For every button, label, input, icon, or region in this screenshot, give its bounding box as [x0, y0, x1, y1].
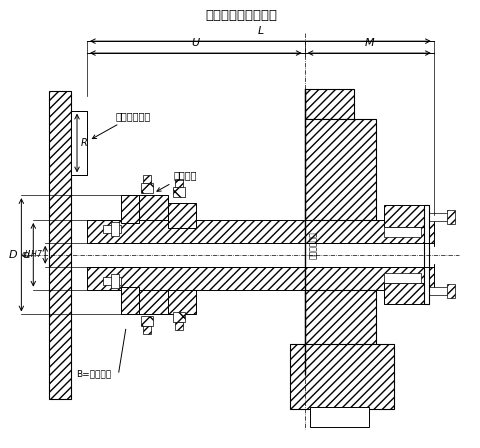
Bar [304, 243, 375, 267]
Bar [384, 227, 420, 237]
Bar [138, 195, 168, 220]
Bar [140, 183, 152, 193]
Bar [140, 316, 152, 326]
Bar [120, 195, 138, 223]
Bar [304, 119, 375, 220]
Text: $d_w$H7: $d_w$H7 [21, 249, 43, 261]
Bar [87, 267, 304, 289]
Text: D: D [9, 250, 17, 260]
Text: U: U [192, 38, 199, 48]
Bar [87, 243, 433, 267]
Bar [304, 89, 354, 119]
Bar [173, 312, 185, 323]
Bar [142, 326, 150, 334]
Text: 扭力扳手空间: 扭力扳手空间 [92, 111, 151, 138]
Bar [304, 289, 375, 369]
Bar [384, 283, 428, 305]
Bar [103, 225, 120, 233]
Bar [87, 220, 304, 243]
Bar [138, 289, 168, 314]
Bar [173, 187, 185, 197]
Bar [423, 205, 428, 305]
Bar [304, 264, 433, 289]
Bar [446, 210, 454, 224]
Text: B=张力螺钉: B=张力螺钉 [76, 370, 111, 379]
Bar [49, 91, 71, 399]
Bar [384, 273, 420, 283]
Text: 胀盘联接: 胀盘联接 [156, 170, 197, 191]
Text: M: M [364, 38, 373, 48]
Text: 减速器中心线: 减速器中心线 [308, 231, 317, 259]
Bar [110, 274, 119, 288]
Bar [71, 111, 87, 175]
Bar [289, 344, 393, 409]
Text: L: L [257, 26, 263, 36]
Text: 空心轴套及胀盘尺寸: 空心轴套及胀盘尺寸 [204, 9, 276, 22]
Bar [175, 323, 183, 330]
Bar [168, 289, 196, 314]
Bar [309, 407, 369, 427]
Bar [384, 205, 428, 227]
Bar [110, 222, 119, 236]
Text: d: d [22, 250, 29, 260]
Bar [175, 179, 183, 187]
Bar [428, 213, 453, 221]
Bar [168, 203, 196, 228]
Bar [446, 284, 454, 297]
Bar [142, 175, 150, 183]
Bar [103, 277, 120, 284]
Bar [428, 287, 453, 294]
Bar [120, 287, 138, 314]
Bar [304, 220, 433, 246]
Text: R: R [81, 138, 87, 148]
